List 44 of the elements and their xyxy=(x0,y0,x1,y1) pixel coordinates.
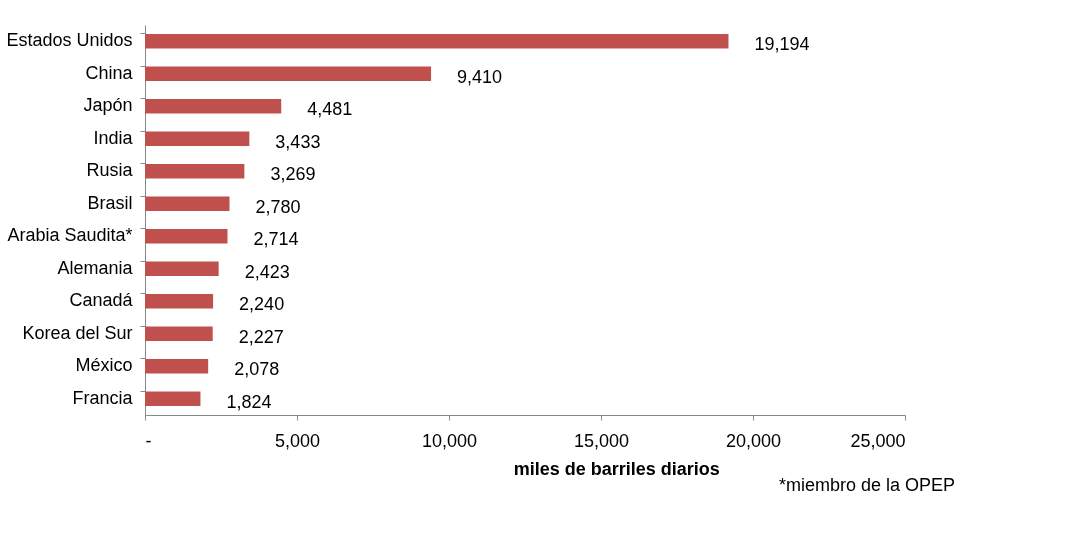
x-tick-label: 20,000 xyxy=(725,430,782,451)
x-tick-label: 10,000 xyxy=(421,430,478,451)
data-label: 3,269 xyxy=(270,164,316,185)
bar xyxy=(145,196,230,212)
data-label: 2,078 xyxy=(234,359,280,380)
data-label: 2,780 xyxy=(255,196,301,217)
data-label: 1,824 xyxy=(226,391,272,412)
bar xyxy=(145,33,729,49)
bar xyxy=(145,131,250,147)
bar xyxy=(145,228,228,244)
y-tick-label: China xyxy=(85,62,134,83)
bar xyxy=(145,98,282,114)
data-label: 19,194 xyxy=(754,34,810,55)
x-tick-label: - xyxy=(145,430,152,451)
y-tick-label: Rusia xyxy=(86,160,134,181)
y-tick-label: Korea del Sur xyxy=(22,322,133,343)
x-tick-label: 25,000 xyxy=(850,430,906,451)
y-tick-label: Francia xyxy=(72,387,134,408)
data-label: 9,410 xyxy=(457,66,503,87)
bar xyxy=(145,293,214,309)
y-tick-label: México xyxy=(75,355,133,376)
bar xyxy=(145,391,201,407)
y-tick-label: Arabia Saudita* xyxy=(7,225,133,246)
data-label: 4,481 xyxy=(307,99,353,120)
data-label: 3,433 xyxy=(275,131,321,152)
bar xyxy=(145,261,219,277)
text: *miembro de la OPEP xyxy=(778,475,955,495)
bar xyxy=(145,358,209,374)
y-tick-label: Japón xyxy=(83,95,133,116)
data-label: 2,240 xyxy=(239,294,285,315)
y-tick-label: Brasil xyxy=(87,192,133,213)
y-tick-label: Canadá xyxy=(69,290,134,311)
x-tick-label: 5,000 xyxy=(274,430,321,451)
data-label: 2,714 xyxy=(253,229,299,250)
bar xyxy=(145,163,245,179)
bar xyxy=(145,326,213,342)
y-tick-label: Estados Unidos xyxy=(6,30,133,51)
y-tick-label: India xyxy=(93,127,134,148)
bar xyxy=(145,66,432,82)
y-tick-label: Alemania xyxy=(57,257,134,278)
data-label: 2,423 xyxy=(244,261,290,282)
x-tick-label: 15,000 xyxy=(573,430,630,451)
data-label: 2,227 xyxy=(238,326,284,347)
x-axis-title: miles de barriles diarios xyxy=(513,458,720,479)
